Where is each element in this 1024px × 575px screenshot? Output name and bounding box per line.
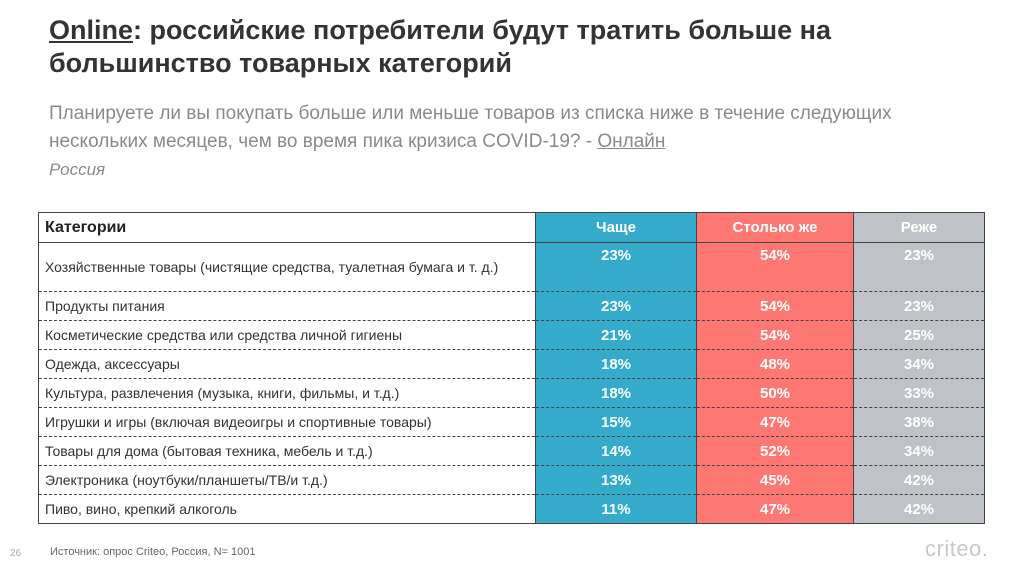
same-cell: 47% (696, 407, 854, 437)
same-cell: 54% (696, 291, 854, 321)
less-cell: 25% (853, 320, 985, 350)
less-cell: 23% (853, 291, 985, 321)
category-cell: Пиво, вино, крепкий алкоголь (38, 494, 536, 524)
same-cell: 54% (696, 320, 854, 350)
region-label: Россия (49, 160, 106, 179)
results-table: Категории Чаще Столько же Реже Хозяйстве… (38, 212, 985, 524)
table-row: Товары для дома (бытовая техника, мебель… (38, 436, 985, 466)
table-row: Культура, развлечения (музыка, книги, фи… (38, 378, 985, 408)
less-cell: 34% (853, 349, 985, 379)
table-row: Хозяйственные товары (чистящие средства,… (38, 242, 985, 292)
category-cell: Культура, развлечения (музыка, книги, фи… (38, 378, 536, 408)
category-cell: Электроника (ноутбуки/планшеты/ТВ/и т.д.… (38, 465, 536, 495)
less-cell: 23% (853, 242, 985, 292)
criteo-logo: criteo. (925, 536, 989, 561)
more-cell: 21% (535, 320, 697, 350)
more-cell: 23% (535, 291, 697, 321)
header-more: Чаще (535, 212, 697, 243)
same-cell: 52% (696, 436, 854, 466)
category-cell: Косметические средства или средства личн… (38, 320, 536, 350)
same-cell: 48% (696, 349, 854, 379)
header-categories: Категории (38, 212, 536, 243)
header-less: Реже (853, 212, 985, 243)
more-cell: 14% (535, 436, 697, 466)
category-cell: Одежда, аксессуары (38, 349, 536, 379)
source-note: Источник: опрос Criteo, Россия, N= 1001 (50, 546, 256, 558)
table-row: Игрушки и игры (включая видеоигры и спор… (38, 407, 985, 437)
title-highlight: Online (49, 15, 134, 45)
less-cell: 33% (853, 378, 985, 408)
slide-subtitle: Планируете ли вы покупать больше или мен… (49, 100, 949, 184)
more-cell: 18% (535, 349, 697, 379)
title-text: : российские потребители будут тратить б… (49, 15, 831, 78)
same-cell: 50% (696, 378, 854, 408)
table-row: Электроника (ноутбуки/планшеты/ТВ/и т.д.… (38, 465, 985, 495)
question-text: Планируете ли вы покупать больше или мен… (49, 103, 892, 152)
page-number: 26 (10, 548, 22, 559)
online-link[interactable]: Онлайн (597, 131, 666, 152)
less-cell: 38% (853, 407, 985, 437)
same-cell: 47% (696, 494, 854, 524)
less-cell: 42% (853, 494, 985, 524)
table-row: Продукты питания 23% 54% 23% (38, 291, 985, 321)
more-cell: 15% (535, 407, 697, 437)
more-cell: 13% (535, 465, 697, 495)
less-cell: 34% (853, 436, 985, 466)
less-cell: 42% (853, 465, 985, 495)
same-cell: 45% (696, 465, 854, 495)
same-cell: 54% (696, 242, 854, 292)
category-cell: Продукты питания (38, 291, 536, 321)
header-same: Столько же (696, 212, 854, 243)
slide-title: Online: российские потребители будут тра… (49, 14, 989, 80)
more-cell: 18% (535, 378, 697, 408)
category-cell: Игрушки и игры (включая видеоигры и спор… (38, 407, 536, 437)
category-cell: Хозяйственные товары (чистящие средства,… (38, 242, 536, 292)
table-header-row: Категории Чаще Столько же Реже (38, 212, 985, 243)
category-cell: Товары для дома (бытовая техника, мебель… (38, 436, 536, 466)
table-row: Пиво, вино, крепкий алкоголь 11% 47% 42% (38, 494, 985, 524)
more-cell: 23% (535, 242, 697, 292)
table-row: Косметические средства или средства личн… (38, 320, 985, 350)
table-row: Одежда, аксессуары 18% 48% 34% (38, 349, 985, 379)
more-cell: 11% (535, 494, 697, 524)
